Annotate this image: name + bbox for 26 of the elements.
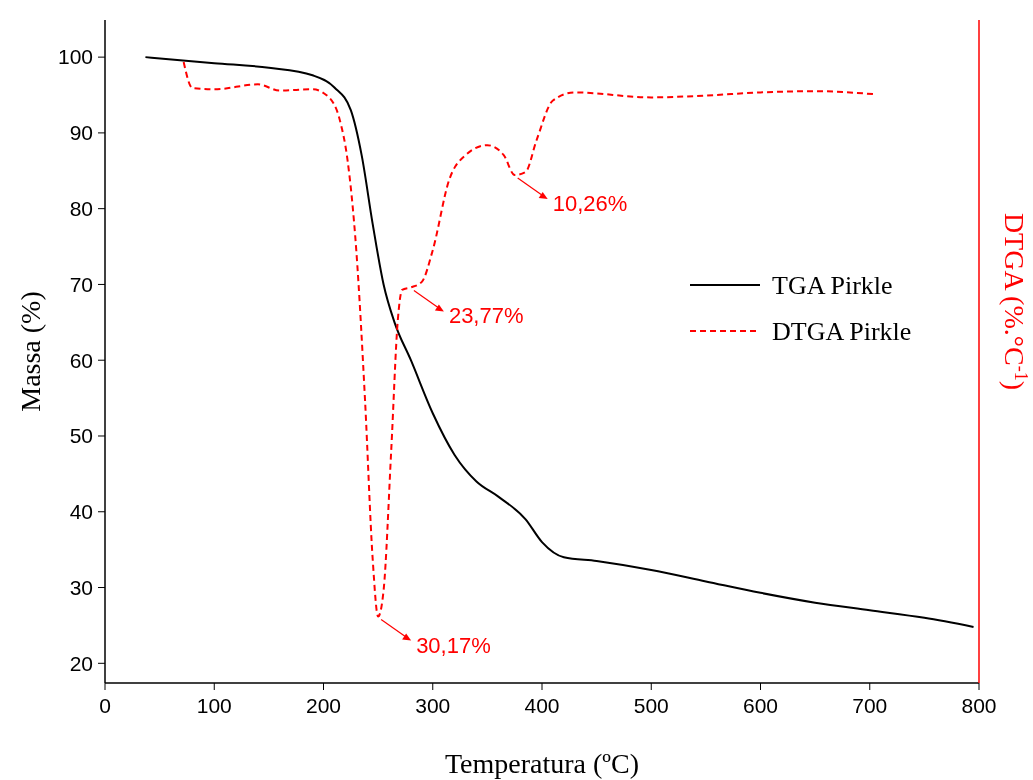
annotation: 30,17%	[416, 632, 491, 658]
legend-label: DTGA Pirkle	[772, 317, 912, 347]
y-axis-title: Massa (%)	[15, 291, 46, 412]
x-tick-label: 500	[633, 694, 669, 717]
y-tick-label: 80	[69, 197, 93, 221]
y-tick-label: 20	[69, 651, 93, 675]
x-tick-label: 0	[99, 694, 111, 717]
line-series	[144, 56, 975, 628]
y-tick-label: 60	[69, 348, 93, 372]
x-tick-label: 600	[742, 694, 779, 717]
x-tick-label: 700	[852, 694, 888, 717]
y-tick-label: 70	[69, 272, 93, 296]
x-tick-label: 100	[196, 694, 232, 717]
x-tick-label: 400	[524, 694, 560, 717]
x-tick-label: 800	[961, 694, 997, 717]
legend-label: TGA Pirkle	[772, 271, 893, 301]
y-tick-label: 40	[69, 500, 93, 524]
y-tick-label: 30	[69, 575, 93, 599]
y-tick-label: 90	[69, 121, 93, 145]
x-tick-label: 200	[305, 694, 342, 717]
annotation: 10,26%	[552, 191, 628, 217]
y-tick-label: 100	[57, 45, 93, 69]
x-tick-label: 300	[415, 694, 451, 717]
annotation: 23,77%	[448, 303, 524, 329]
y-tick-label: 50	[69, 424, 93, 448]
x-axis-title: Temperatura (ºC)	[444, 748, 640, 779]
